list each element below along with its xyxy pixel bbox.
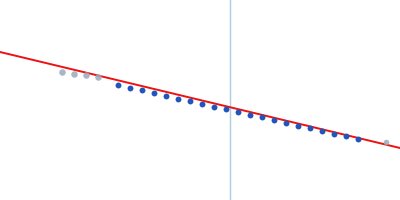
Point bbox=[115, 83, 121, 87]
Point bbox=[139, 89, 145, 92]
Point bbox=[271, 119, 277, 122]
Point bbox=[59, 70, 65, 74]
Point bbox=[187, 100, 193, 103]
Point bbox=[259, 116, 265, 119]
Point bbox=[319, 129, 325, 133]
Point bbox=[235, 110, 241, 114]
Point bbox=[175, 97, 181, 100]
Point bbox=[199, 102, 205, 106]
Point bbox=[71, 72, 77, 75]
Point bbox=[355, 137, 361, 141]
Point bbox=[247, 113, 253, 116]
Point bbox=[343, 135, 349, 138]
Point bbox=[83, 74, 89, 77]
Point bbox=[127, 86, 133, 89]
Point bbox=[331, 132, 337, 135]
Point bbox=[151, 92, 157, 95]
Point bbox=[211, 105, 217, 108]
Point bbox=[283, 121, 289, 124]
Point bbox=[383, 140, 389, 144]
Point bbox=[95, 75, 101, 78]
Point bbox=[163, 94, 169, 97]
Point bbox=[307, 127, 313, 130]
Point bbox=[295, 124, 301, 127]
Point bbox=[223, 108, 229, 111]
